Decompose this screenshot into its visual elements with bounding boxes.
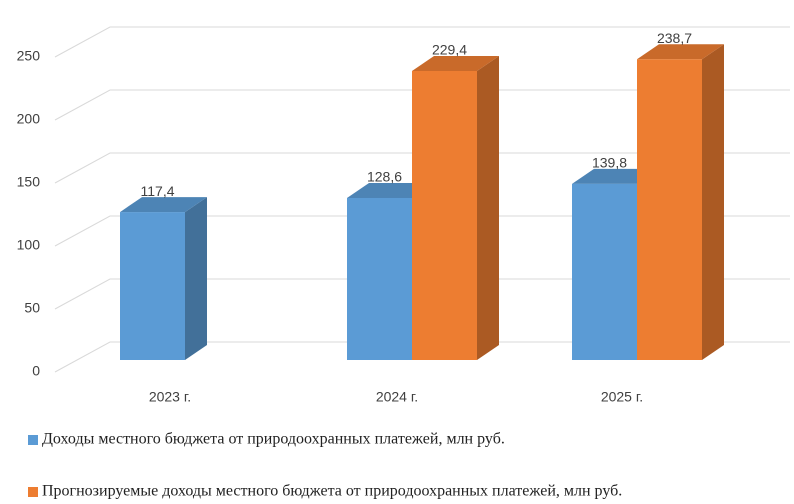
grid-line xyxy=(54,89,790,121)
value-label: 229,4 xyxy=(432,42,467,58)
legend-label: Прогнозируемые доходы местного бюджета о… xyxy=(42,483,622,500)
grid-line xyxy=(54,26,790,58)
legend-swatch xyxy=(28,487,38,497)
grid-line xyxy=(54,278,790,310)
bar-side xyxy=(185,197,207,360)
value-label: 128,6 xyxy=(367,169,402,185)
grid-line xyxy=(54,341,790,373)
y-tick-label: 0 xyxy=(32,363,40,379)
bar-top xyxy=(412,55,499,71)
legend-label: Доходы местного бюджета от природоохранн… xyxy=(42,431,505,448)
y-tick-label: 250 xyxy=(17,48,41,64)
grid-line xyxy=(54,152,790,184)
bar-top xyxy=(120,197,207,213)
bar-side xyxy=(477,55,499,361)
legend-swatch xyxy=(28,435,38,445)
bar xyxy=(347,197,412,360)
bar-side xyxy=(702,44,724,360)
bar-top xyxy=(637,44,724,60)
bar xyxy=(637,59,702,360)
value-label: 139,8 xyxy=(592,155,627,171)
bar xyxy=(120,212,185,360)
x-tick-label: 2024 г. xyxy=(376,389,418,405)
y-tick-label: 200 xyxy=(17,111,41,127)
value-label: 238,7 xyxy=(657,30,692,46)
x-tick-label: 2023 г. xyxy=(149,389,191,405)
y-tick-label: 150 xyxy=(17,174,41,190)
y-tick-label: 50 xyxy=(24,300,40,316)
y-tick-label: 100 xyxy=(17,237,41,253)
x-tick-label: 2025 г. xyxy=(601,389,643,405)
bar xyxy=(412,70,477,361)
grid-line xyxy=(54,215,790,247)
bar xyxy=(572,183,637,360)
value-label: 117,4 xyxy=(141,183,175,199)
